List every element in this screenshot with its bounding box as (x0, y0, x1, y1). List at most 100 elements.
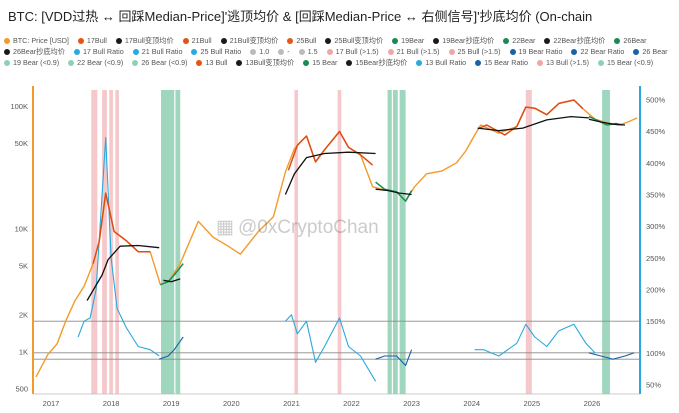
y-left-tick-label: 1K (19, 347, 28, 356)
legend-item[interactable]: 22 Bear Ratio (571, 47, 624, 58)
legend-item[interactable]: 21 Bull (>1.5) (387, 47, 440, 58)
legend-item[interactable]: 13Bull变顶均价 (236, 58, 294, 69)
series-25-bull-ratio-line (474, 323, 596, 357)
legend-item[interactable]: 1.5 (298, 47, 318, 58)
legend-label: 19Bear (401, 36, 425, 45)
legend-swatch (132, 59, 139, 66)
legend-item[interactable]: 19 Bear (<0.9) (4, 58, 59, 69)
x-tick-label: 2022 (343, 399, 360, 408)
legend-swatch (278, 48, 285, 55)
y-right-tick-label: 300% (646, 222, 666, 231)
legend-item[interactable]: 15 Bear (303, 58, 337, 69)
legend-item[interactable]: BTC: Price [USD] (4, 36, 69, 47)
x-tick-label: 2018 (103, 399, 120, 408)
legend-label: 25 Bull (>1.5) (457, 46, 501, 56)
legend-swatch (571, 48, 578, 55)
legend-swatch (392, 38, 399, 44)
legend-label: 17Bull变顶均价 (124, 36, 174, 45)
legend-item[interactable]: 19Bear (392, 36, 424, 47)
bear-band (399, 90, 406, 394)
legend-item[interactable]: 19Bear抄底均价 (433, 36, 494, 47)
bull-band (109, 90, 113, 394)
legend-item[interactable]: 21 Bull Ratio (132, 46, 183, 58)
legend-label: 19 Bear (<0.9) (13, 57, 60, 67)
legend-label: BTC: Price [USD] (13, 36, 69, 45)
legend-item[interactable]: 26 Bear (<0.9) (132, 58, 187, 69)
y-left-tick-label: 500 (15, 384, 28, 393)
legend-swatch (115, 38, 122, 44)
legend-item[interactable]: 22 Bear (<0.9) (68, 58, 123, 69)
legend-item[interactable]: 17 Bull Ratio (73, 47, 124, 58)
watermark: ▦ @0xCryptoChan (216, 216, 379, 239)
legend-label: 22 Bear (<0.9) (77, 57, 124, 67)
legend-label: 13 Bull (205, 57, 228, 67)
legend-item[interactable]: 13 Bull Ratio (416, 58, 466, 69)
bear-band (387, 90, 392, 394)
legend-item[interactable]: 26Bear (614, 36, 647, 47)
legend-swatch (448, 48, 455, 55)
legend-label: 26 Bear (<0.9) (141, 57, 188, 67)
legend-item[interactable]: 22Bear抄底均价 (544, 36, 605, 47)
bull-band (102, 90, 107, 394)
legend-label: - (287, 46, 290, 56)
legend-swatch (250, 48, 257, 55)
legend-item[interactable]: 13 Bull (196, 58, 227, 69)
legend-label: 21Bull变顶均价 (229, 36, 279, 45)
series-21-bull-ratio-line (284, 314, 377, 382)
legend-swatch (433, 38, 440, 44)
legend-item[interactable]: 22Bear (503, 36, 535, 47)
legend-swatch (387, 48, 394, 55)
legend-swatch (346, 59, 353, 66)
chart-title: BTC: [VDD过热 ↔ 回踩Median-Price]'逃顶均价 & [回踩… (8, 9, 593, 24)
legend-item[interactable]: 25Bull变顶均价 (325, 36, 383, 47)
y-left-tick-label: 10K (15, 225, 28, 234)
series-25bull-line (477, 115, 589, 132)
legend-swatch (77, 38, 84, 44)
legend-swatch (597, 59, 604, 66)
legend-label: 13Bull变顶均价 (245, 57, 295, 67)
series-22-bear-ratio-line (375, 349, 413, 367)
legend-swatch (475, 59, 482, 66)
legend-item[interactable]: 25 Bull Ratio (191, 47, 241, 58)
legend-label: 13 Bull (>1.5) (546, 57, 589, 67)
legend-item[interactable]: 26 Bear (633, 46, 668, 58)
legend-item[interactable]: 13 Bull (>1.5) (537, 58, 589, 69)
legend-item[interactable]: 21Bull变顶均价 (220, 36, 279, 47)
legend-swatch (303, 59, 310, 66)
legend-item[interactable]: 1.0 (250, 47, 269, 58)
legend-item[interactable]: 15 Bear (<0.9) (597, 58, 653, 69)
bear-band (392, 90, 398, 394)
legend-item[interactable]: 15Bear抄底均价 (346, 58, 407, 69)
legend-item[interactable]: 17Bull变顶均价 (115, 36, 174, 47)
y-right-tick-label: 100% (646, 349, 666, 358)
legend-item[interactable]: 25Bull (287, 36, 316, 47)
legend-label: 22Bear抄底均价 (553, 36, 606, 45)
legend-label: 25Bull (296, 36, 317, 45)
y-right-tick-label: 400% (646, 159, 666, 168)
legend-item[interactable]: 25 Bull (>1.5) (448, 46, 501, 58)
y-left-tick-label: 5K (19, 262, 28, 271)
legend-item[interactable]: 26Bear抄底均价 (4, 47, 65, 58)
legend-item[interactable]: 21Bull (182, 36, 212, 47)
legend-swatch (509, 48, 516, 55)
legend-label: 26 Bear (642, 46, 668, 56)
legend-item[interactable]: 17Bull (77, 36, 107, 47)
legend-swatch (196, 59, 203, 66)
x-tick-label: 2025 (523, 399, 540, 408)
y-right-tick-label: 150% (646, 317, 666, 326)
legend-item[interactable]: 15 Bear Ratio (475, 58, 528, 69)
legend-label: 13 Bull Ratio (425, 57, 467, 67)
legend-label: 21 Bull Ratio (141, 46, 183, 56)
series-26bear-line (588, 118, 626, 126)
legend-item[interactable]: 17 Bull (>1.5) (326, 47, 379, 58)
x-tick-label: 2026 (584, 399, 601, 408)
legend-item[interactable]: 19 Bear Ratio (509, 47, 562, 58)
y-right-tick-label: 350% (646, 191, 666, 200)
legend-item[interactable]: - (278, 46, 290, 58)
series-26-bear-line (588, 352, 635, 360)
legend-swatch (220, 38, 227, 44)
legend-swatch (191, 48, 198, 55)
legend-swatch (416, 59, 423, 66)
